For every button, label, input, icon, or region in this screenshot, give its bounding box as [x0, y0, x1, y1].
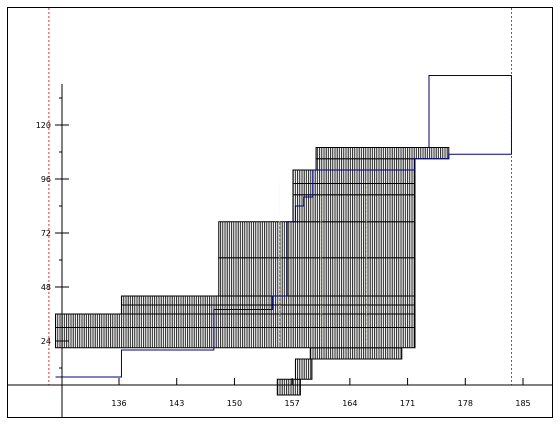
y-tick-label-0: 24 — [41, 337, 51, 346]
x-tick-label-7: 185 — [515, 399, 530, 408]
hatched-band-7 — [218, 257, 416, 297]
hatched-band-13 — [315, 147, 450, 160]
x-tick-label-3: 157 — [285, 399, 300, 408]
y-tick-label-2: 72 — [41, 229, 51, 238]
x-tick-label-1: 143 — [169, 399, 184, 408]
hatched-band-8 — [218, 221, 416, 259]
y-tick-label-3: 96 — [41, 175, 51, 184]
y-tick-label-4: 120 — [36, 121, 51, 130]
hatched-band-0 — [276, 378, 301, 396]
x-tick-label-2: 150 — [227, 399, 242, 408]
hatched-band-9 — [292, 194, 416, 223]
stripe-lines — [279, 181, 367, 346]
hatched-band-12 — [315, 158, 416, 171]
hatched-band-3 — [55, 327, 416, 349]
hatched-band-11 — [292, 169, 416, 184]
hatched-band-4 — [55, 313, 416, 328]
x-tick-label-4: 164 — [342, 399, 357, 408]
y-axis-ticks: 24 48 72 96 120 — [36, 97, 69, 369]
hatched-band-1 — [294, 358, 313, 380]
step-line — [55, 75, 512, 378]
x-tick-label-5: 171 — [400, 399, 415, 408]
plot-frame — [7, 7, 553, 418]
hatched-band-6 — [120, 295, 416, 306]
hatched-bands — [55, 147, 450, 396]
x-tick-label-6: 178 — [458, 399, 473, 408]
x-axis-ticks: 136 143 150 157 164 171 178 185 — [111, 378, 531, 408]
hatched-band-2 — [309, 347, 403, 360]
hatched-band-10 — [292, 183, 416, 196]
step-line-group — [55, 75, 512, 378]
reference-lines — [48, 8, 512, 385]
axes — [8, 84, 552, 418]
x-tick-label-0: 136 — [111, 399, 126, 408]
y-tick-label-1: 48 — [41, 283, 51, 292]
